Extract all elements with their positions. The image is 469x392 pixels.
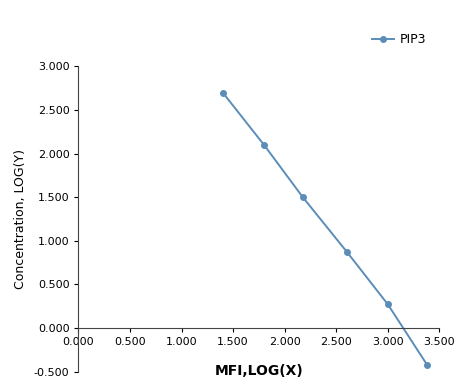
X-axis label: MFI,LOG(X): MFI,LOG(X): [214, 364, 303, 377]
PIP3: [300, 195, 306, 200]
PIP3: [344, 249, 349, 254]
PIP3: [220, 90, 226, 95]
Legend: PIP3: PIP3: [372, 33, 426, 46]
Line: PIP3: PIP3: [220, 90, 430, 367]
Y-axis label: Concentration, LOG(Y): Concentration, LOG(Y): [14, 149, 27, 289]
PIP3: [385, 302, 391, 307]
PIP3: [261, 143, 267, 147]
PIP3: [424, 362, 430, 367]
